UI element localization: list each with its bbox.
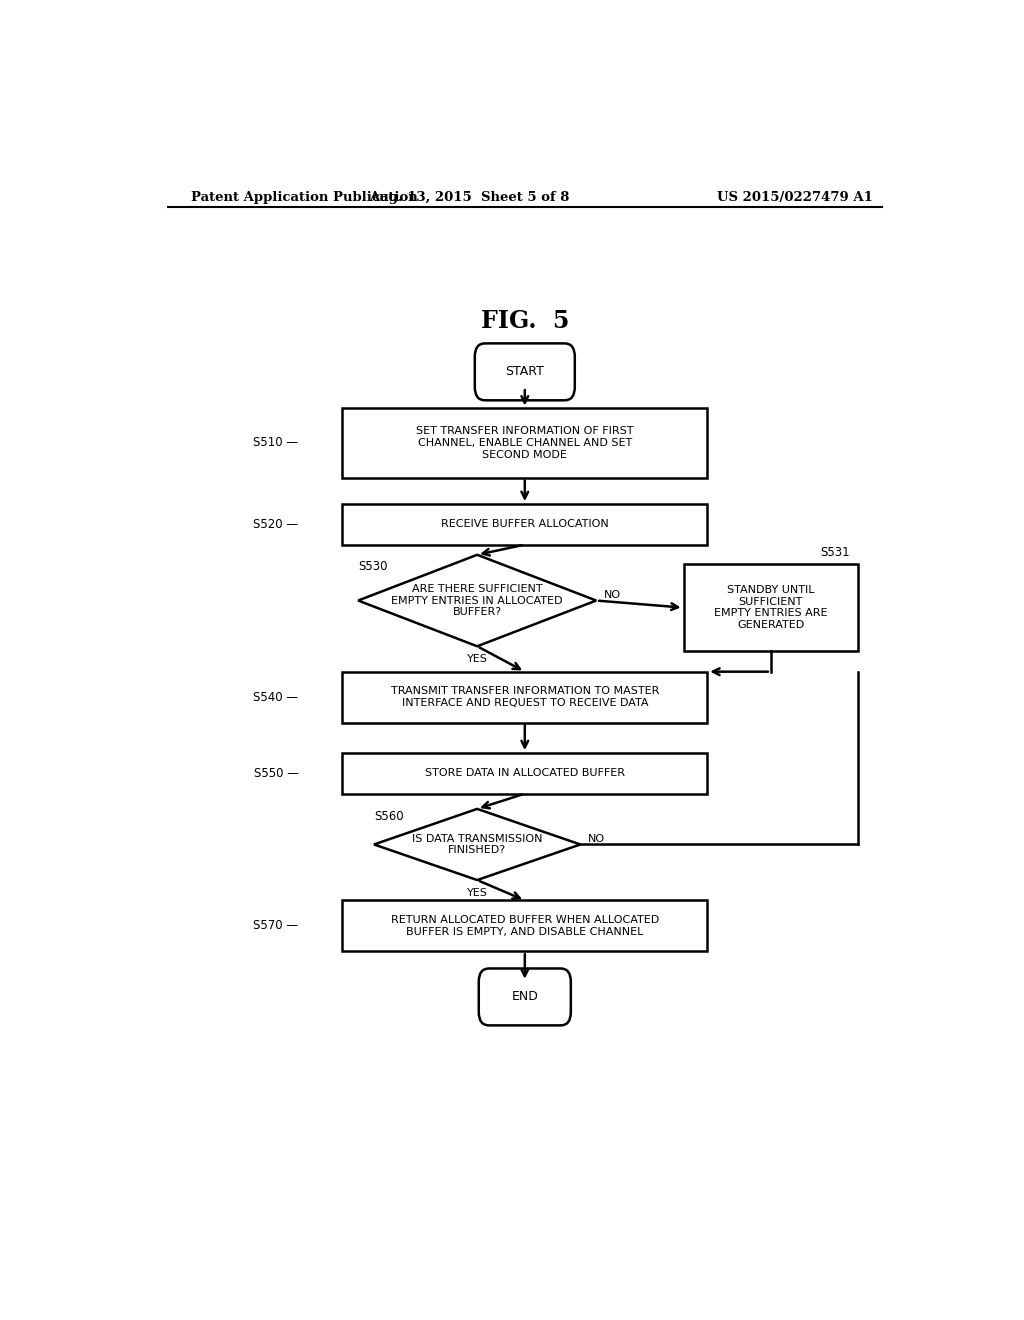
Bar <box>342 900 708 952</box>
Text: S560: S560 <box>374 810 403 824</box>
Text: NO: NO <box>588 834 605 845</box>
FancyBboxPatch shape <box>475 343 574 400</box>
Text: US 2015/0227479 A1: US 2015/0227479 A1 <box>717 190 872 203</box>
Text: RECEIVE BUFFER ALLOCATION: RECEIVE BUFFER ALLOCATION <box>441 519 608 529</box>
Text: YES: YES <box>467 888 487 898</box>
Text: IS DATA TRANSMISSION
FINISHED?: IS DATA TRANSMISSION FINISHED? <box>412 834 543 855</box>
Text: S510 —: S510 — <box>254 437 299 450</box>
Text: S540 —: S540 — <box>254 690 299 704</box>
Text: END: END <box>511 990 539 1003</box>
Polygon shape <box>374 809 581 880</box>
Text: STORE DATA IN ALLOCATED BUFFER: STORE DATA IN ALLOCATED BUFFER <box>425 768 625 779</box>
Bar <box>342 504 708 545</box>
Text: START: START <box>506 366 544 379</box>
Text: ARE THERE SUFFICIENT
EMPTY ENTRIES IN ALLOCATED
BUFFER?: ARE THERE SUFFICIENT EMPTY ENTRIES IN AL… <box>391 583 563 618</box>
Bar <box>342 408 708 478</box>
Polygon shape <box>358 554 596 647</box>
Text: YES: YES <box>467 655 487 664</box>
Text: S520 —: S520 — <box>254 517 299 531</box>
Text: Patent Application Publication: Patent Application Publication <box>191 190 418 203</box>
Text: SET TRANSFER INFORMATION OF FIRST
CHANNEL, ENABLE CHANNEL AND SET
SECOND MODE: SET TRANSFER INFORMATION OF FIRST CHANNE… <box>416 426 634 459</box>
Text: S550 —: S550 — <box>254 767 299 780</box>
FancyBboxPatch shape <box>479 969 570 1026</box>
Text: S531: S531 <box>820 546 850 560</box>
Text: FIG.  5: FIG. 5 <box>480 309 569 333</box>
Text: NO: NO <box>604 590 622 601</box>
Bar <box>342 752 708 793</box>
Text: Aug. 13, 2015  Sheet 5 of 8: Aug. 13, 2015 Sheet 5 of 8 <box>369 190 569 203</box>
Text: S570 —: S570 — <box>254 919 299 932</box>
Text: S530: S530 <box>358 560 388 573</box>
Bar <box>684 565 858 651</box>
Text: TRANSMIT TRANSFER INFORMATION TO MASTER
INTERFACE AND REQUEST TO RECEIVE DATA: TRANSMIT TRANSFER INFORMATION TO MASTER … <box>390 686 659 708</box>
Text: STANDBY UNTIL
SUFFICIENT
EMPTY ENTRIES ARE
GENERATED: STANDBY UNTIL SUFFICIENT EMPTY ENTRIES A… <box>714 585 827 630</box>
Bar <box>342 672 708 722</box>
Text: RETURN ALLOCATED BUFFER WHEN ALLOCATED
BUFFER IS EMPTY, AND DISABLE CHANNEL: RETURN ALLOCATED BUFFER WHEN ALLOCATED B… <box>391 915 658 937</box>
